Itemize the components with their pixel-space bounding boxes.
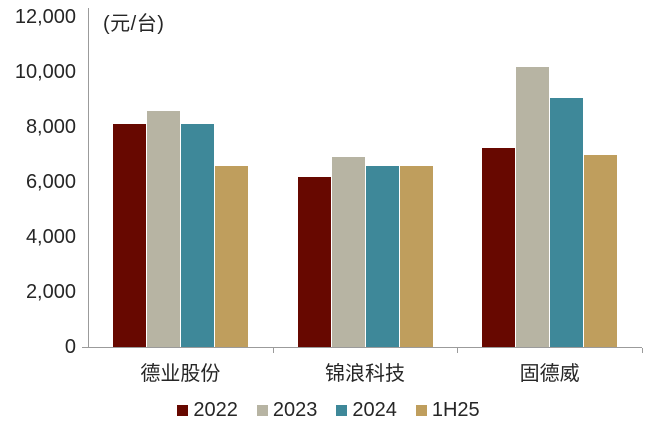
bar-2024: [365, 165, 399, 347]
legend-item-1H25: 1H25: [415, 398, 480, 422]
y-axis-unit-label: (元/台): [103, 13, 165, 35]
y-tick-label: 8,000: [25, 116, 76, 138]
x-axis-tick: [642, 348, 643, 353]
bar-1H25: [214, 165, 248, 347]
y-axis-line: [88, 8, 89, 347]
legend-label: 1H25: [431, 399, 480, 421]
legend-item-2024: 2024: [336, 398, 397, 422]
bar-2023: [331, 157, 365, 347]
legend-label: 2022: [193, 399, 238, 421]
legend-swatch-2024: [336, 404, 348, 416]
y-tick-label: 4,000: [25, 226, 76, 248]
legend-item-2023: 2023: [256, 398, 318, 422]
bar-2022: [112, 124, 146, 347]
legend-swatch-2022: [177, 404, 189, 416]
x-axis-tick: [457, 348, 459, 353]
legend-label: 2024: [352, 399, 397, 421]
bar-1H25: [399, 165, 433, 347]
bar-2022: [297, 176, 331, 347]
bar-2022: [482, 147, 516, 347]
bar-2023: [146, 110, 180, 347]
legend-item-2022: 2022: [177, 398, 238, 422]
bar-2024: [180, 124, 214, 347]
legend-swatch-2023: [256, 404, 268, 416]
y-tick-label: 12,000: [14, 6, 76, 28]
bar-2024: [550, 98, 584, 347]
y-tick-label: 0: [64, 336, 76, 358]
y-tick-label: 6,000: [25, 171, 76, 193]
category-label: 德业股份: [140, 363, 221, 385]
y-tick-label: 10,000: [14, 61, 76, 83]
bar-2023: [516, 66, 550, 347]
y-tick-label: 2,000: [25, 281, 76, 303]
x-axis-line: [82, 347, 642, 348]
legend-swatch-1H25: [415, 404, 427, 416]
category-label: 固德威: [519, 363, 580, 385]
bar-1H25: [584, 154, 618, 347]
legend: 2022 2023 2024 1H25: [0, 398, 657, 422]
legend-label: 2023: [272, 399, 318, 421]
category-label: 锦浪科技: [325, 363, 405, 385]
x-axis-tick: [272, 348, 274, 353]
